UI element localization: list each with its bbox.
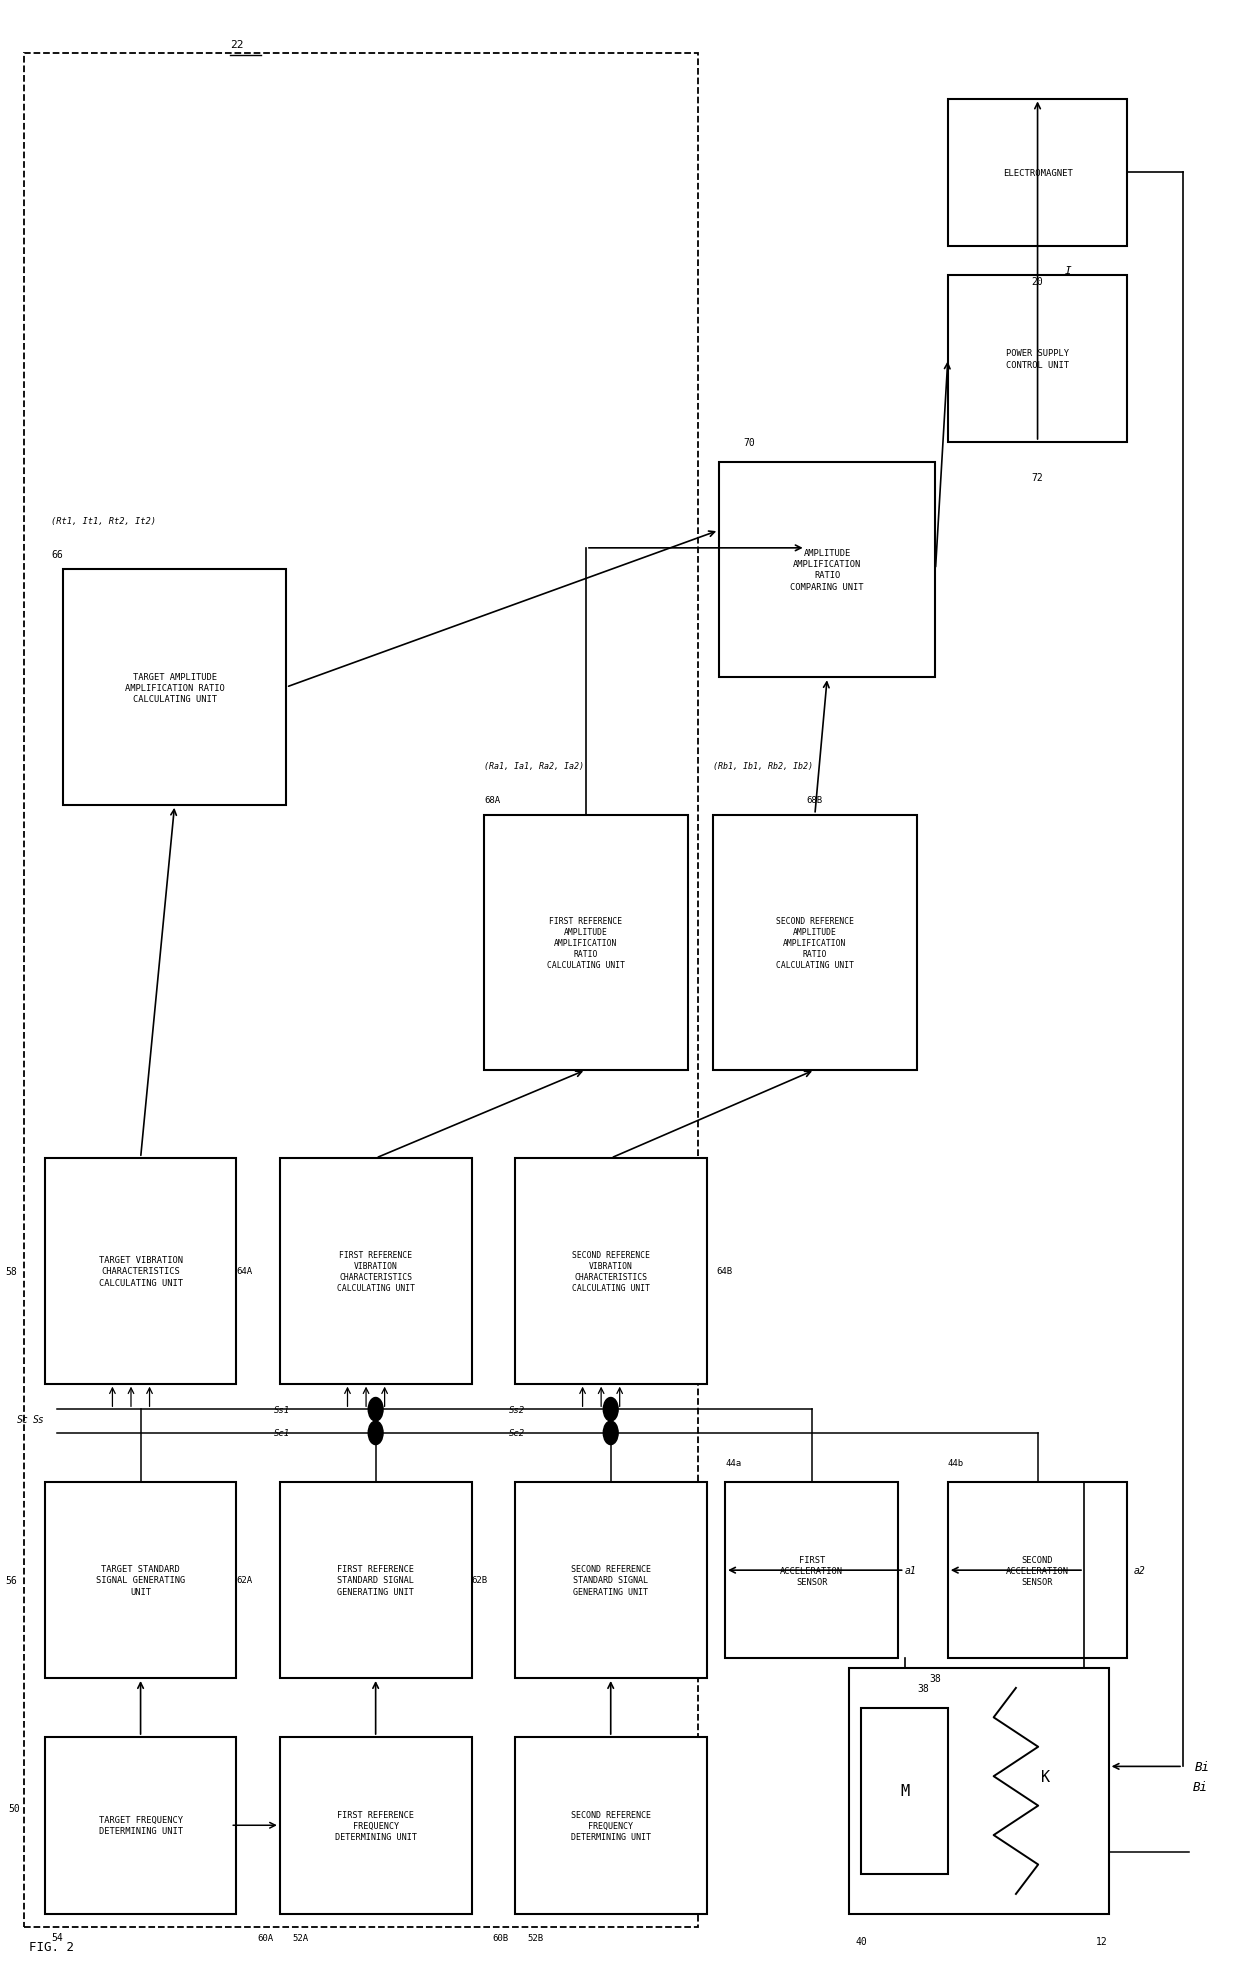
Text: 40: 40 xyxy=(856,1937,867,1946)
Bar xyxy=(719,462,935,678)
Text: a1: a1 xyxy=(904,1565,916,1575)
Text: Ss1: Ss1 xyxy=(274,1404,290,1414)
Text: M: M xyxy=(900,1783,909,1799)
Text: ELECTROMAGNET: ELECTROMAGNET xyxy=(1003,169,1073,177)
Text: FIG. 2: FIG. 2 xyxy=(29,1940,73,1954)
Bar xyxy=(24,55,698,1927)
Text: K: K xyxy=(1040,1770,1050,1783)
Text: 62A: 62A xyxy=(237,1575,253,1585)
Text: 64B: 64B xyxy=(717,1267,733,1277)
Text: 20: 20 xyxy=(1032,277,1043,287)
Text: 58: 58 xyxy=(6,1267,17,1277)
Bar xyxy=(515,1483,707,1677)
Text: FIRST
ACCELERATION
SENSOR: FIRST ACCELERATION SENSOR xyxy=(780,1555,843,1587)
Text: Bi: Bi xyxy=(1195,1760,1210,1773)
Text: 38: 38 xyxy=(929,1673,941,1683)
Bar xyxy=(515,1736,707,1913)
Text: 60B: 60B xyxy=(492,1933,508,1942)
Text: SECOND REFERENCE
AMPLITUDE
AMPLIFICATION
RATIO
CALCULATING UNIT: SECOND REFERENCE AMPLITUDE AMPLIFICATION… xyxy=(776,915,854,970)
Text: 52B: 52B xyxy=(527,1933,543,1942)
Bar xyxy=(947,100,1127,247)
Text: Sc1: Sc1 xyxy=(274,1428,290,1438)
Text: 62B: 62B xyxy=(471,1575,487,1585)
Text: (Rb1, Ib1, Rb2, Ib2): (Rb1, Ib1, Rb2, Ib2) xyxy=(713,762,812,770)
Bar xyxy=(947,277,1127,442)
Text: 68B: 68B xyxy=(807,795,823,803)
Text: 66: 66 xyxy=(51,550,63,560)
Bar xyxy=(725,1483,898,1660)
Bar xyxy=(280,1736,471,1913)
Text: SECOND REFERENCE
STANDARD SIGNAL
GENERATING UNIT: SECOND REFERENCE STANDARD SIGNAL GENERAT… xyxy=(570,1565,651,1597)
Text: AMPLITUDE
AMPLIFICATION
RATIO
COMPARING UNIT: AMPLITUDE AMPLIFICATION RATIO COMPARING … xyxy=(790,550,864,591)
Bar xyxy=(63,570,286,805)
Text: (Ra1, Ia1, Ra2, Ia2): (Ra1, Ia1, Ra2, Ia2) xyxy=(484,762,584,770)
Circle shape xyxy=(604,1398,619,1422)
Text: Ss: Ss xyxy=(32,1414,45,1424)
Text: FIRST REFERENCE
AMPLITUDE
AMPLIFICATION
RATIO
CALCULATING UNIT: FIRST REFERENCE AMPLITUDE AMPLIFICATION … xyxy=(547,915,625,970)
Text: 68A: 68A xyxy=(484,795,500,803)
Text: TARGET STANDARD
SIGNAL GENERATING
UNIT: TARGET STANDARD SIGNAL GENERATING UNIT xyxy=(95,1565,185,1597)
Circle shape xyxy=(368,1398,383,1422)
Bar xyxy=(45,1159,237,1385)
Circle shape xyxy=(604,1422,619,1446)
Text: (Rt1, It1, Rt2, It2): (Rt1, It1, Rt2, It2) xyxy=(51,517,156,526)
Text: FIRST REFERENCE
VIBRATION
CHARACTERISTICS
CALCULATING UNIT: FIRST REFERENCE VIBRATION CHARACTERISTIC… xyxy=(336,1251,414,1292)
Text: 72: 72 xyxy=(1032,473,1043,483)
Text: SECOND REFERENCE
FREQUENCY
DETERMINING UNIT: SECOND REFERENCE FREQUENCY DETERMINING U… xyxy=(570,1809,651,1840)
Text: POWER SUPPLY
CONTROL UNIT: POWER SUPPLY CONTROL UNIT xyxy=(1006,350,1069,369)
Text: 64A: 64A xyxy=(237,1267,253,1277)
Text: TARGET AMPLITUDE
AMPLIFICATION RATIO
CALCULATING UNIT: TARGET AMPLITUDE AMPLIFICATION RATIO CAL… xyxy=(125,672,224,703)
Bar xyxy=(713,815,916,1070)
Text: 38: 38 xyxy=(916,1683,929,1693)
Text: 60A: 60A xyxy=(258,1933,274,1942)
Bar xyxy=(862,1707,947,1874)
Text: 52A: 52A xyxy=(293,1933,309,1942)
Text: 44b: 44b xyxy=(947,1457,963,1467)
Text: FIRST REFERENCE
FREQUENCY
DETERMINING UNIT: FIRST REFERENCE FREQUENCY DETERMINING UN… xyxy=(335,1809,417,1840)
Text: Sc2: Sc2 xyxy=(508,1428,525,1438)
Text: a2: a2 xyxy=(1133,1565,1146,1575)
Text: 54: 54 xyxy=(51,1933,63,1942)
Bar xyxy=(947,1483,1127,1660)
Bar xyxy=(484,815,688,1070)
Text: FIRST REFERENCE
STANDARD SIGNAL
GENERATING UNIT: FIRST REFERENCE STANDARD SIGNAL GENERATI… xyxy=(337,1565,414,1597)
Text: Ss2: Ss2 xyxy=(508,1404,525,1414)
Bar xyxy=(45,1483,237,1677)
Bar xyxy=(280,1483,471,1677)
Bar xyxy=(280,1159,471,1385)
Circle shape xyxy=(368,1422,383,1446)
Text: 12: 12 xyxy=(1096,1937,1109,1946)
Text: Bi: Bi xyxy=(1193,1779,1208,1793)
Text: 44a: 44a xyxy=(725,1457,742,1467)
Text: Sc: Sc xyxy=(16,1414,29,1424)
Text: SECOND REFERENCE
VIBRATION
CHARACTERISTICS
CALCULATING UNIT: SECOND REFERENCE VIBRATION CHARACTERISTI… xyxy=(572,1251,650,1292)
Text: 50: 50 xyxy=(9,1803,20,1813)
Text: TARGET FREQUENCY
DETERMINING UNIT: TARGET FREQUENCY DETERMINING UNIT xyxy=(98,1815,182,1836)
Bar xyxy=(45,1736,237,1913)
Text: 22: 22 xyxy=(231,39,244,49)
Text: 56: 56 xyxy=(6,1575,17,1585)
Text: 70: 70 xyxy=(744,438,755,448)
Bar xyxy=(849,1669,1109,1913)
Text: TARGET VIBRATION
CHARACTERISTICS
CALCULATING UNIT: TARGET VIBRATION CHARACTERISTICS CALCULA… xyxy=(98,1255,182,1286)
Text: I: I xyxy=(1065,265,1071,277)
Bar xyxy=(515,1159,707,1385)
Text: SECOND
ACCELERATION
SENSOR: SECOND ACCELERATION SENSOR xyxy=(1006,1555,1069,1587)
